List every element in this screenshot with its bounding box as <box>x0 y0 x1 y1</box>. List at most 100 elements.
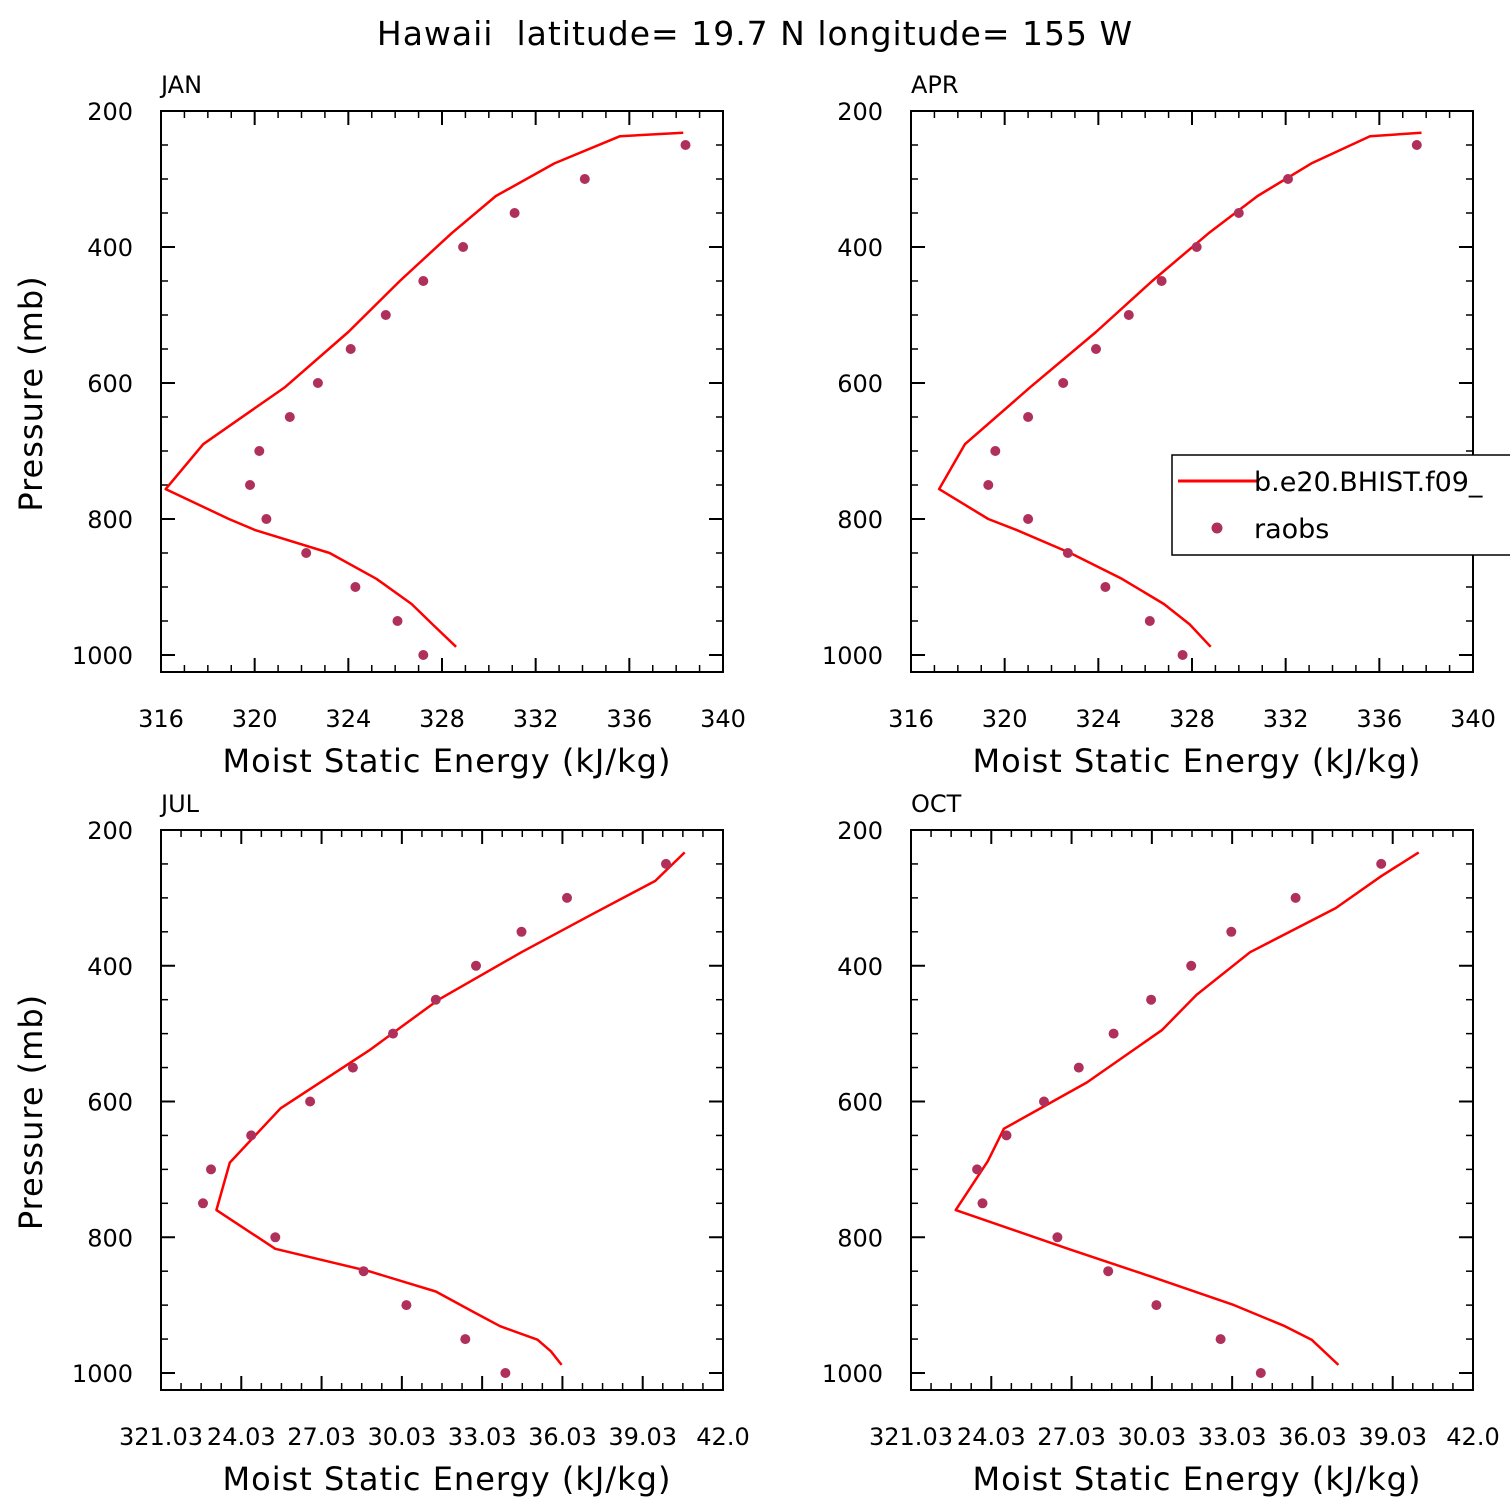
legend-box <box>1171 454 1510 556</box>
obs-point <box>347 1062 358 1073</box>
y-tick-label: 200 <box>87 98 133 126</box>
y-tick-label: 400 <box>87 234 133 262</box>
y-tick-label: 400 <box>837 953 883 981</box>
y-tick-label: 800 <box>837 506 883 534</box>
obs-point <box>418 276 429 286</box>
model-profile-line <box>215 851 686 1366</box>
obs-point <box>358 1266 369 1277</box>
obs-point <box>1052 1232 1063 1243</box>
legend-obs-label: raobs <box>1254 514 1329 545</box>
x-axis-label: Moist Static Energy (kJ/kg) <box>223 1460 672 1498</box>
obs-point <box>350 582 361 592</box>
obs-point <box>983 480 994 490</box>
y-tick-label: 1000 <box>72 1360 133 1388</box>
obs-point <box>380 310 391 320</box>
x-axis-label: Moist Static Energy (kJ/kg) <box>973 742 1422 780</box>
x-tick-label: 324 <box>1075 705 1121 733</box>
x-tick-label: 316 <box>138 705 184 733</box>
panel-title: JUL <box>159 790 200 818</box>
x-tick-label: 30.03 <box>1117 1423 1186 1451</box>
plot-frame <box>910 829 1474 1391</box>
obs-point <box>261 514 272 524</box>
y-tick-label: 800 <box>837 1224 883 1252</box>
obs-point <box>460 1334 471 1345</box>
obs-point <box>1411 140 1422 150</box>
panel-title: JAN <box>159 71 202 99</box>
figure-title: Hawaii latitude= 19.7 N longitude= 155 W <box>377 14 1133 53</box>
panel-title: OCT <box>911 790 962 818</box>
obs-point <box>1177 650 1188 660</box>
x-tick-label: 340 <box>1450 705 1496 733</box>
x-tick-label: 340 <box>700 705 746 733</box>
obs-point <box>206 1164 216 1175</box>
x-tick-label: 336 <box>1356 705 1402 733</box>
obs-point <box>1001 1130 1012 1141</box>
x-tick-label: 36.03 <box>528 1423 597 1451</box>
obs-point <box>198 1198 208 1209</box>
obs-point <box>977 1198 988 1209</box>
obs-point <box>1226 926 1237 937</box>
obs-point <box>579 174 590 184</box>
panel-oct: 321.03 24.03 27.03 30.03 33.03 36.03 39.03 42.0… <box>822 790 1500 1498</box>
y-tick-label: 600 <box>837 1089 883 1117</box>
obs-point <box>1023 514 1034 524</box>
x-tick-label: 321.03 <box>119 1423 203 1451</box>
obs-point <box>284 412 295 422</box>
obs-point <box>1151 1300 1162 1311</box>
legend-obs-marker <box>1211 522 1223 534</box>
legend-model-label: b.e20.BHIST.f09_ <box>1254 467 1483 498</box>
obs-point <box>509 208 520 218</box>
obs-point <box>1023 412 1034 422</box>
y-tick-label: 800 <box>87 1224 133 1252</box>
obs-point <box>1283 174 1293 184</box>
y-tick-label: 1000 <box>822 1360 883 1388</box>
panel-title: APR <box>911 71 959 99</box>
obs-point <box>1091 344 1101 354</box>
x-tick-label: 24.03 <box>957 1423 1026 1451</box>
obs-point <box>471 960 481 971</box>
obs-point <box>1062 548 1073 558</box>
obs-point <box>418 650 429 660</box>
x-axis-label: Moist Static Energy (kJ/kg) <box>973 1460 1422 1498</box>
y-tick-label: 800 <box>87 506 133 534</box>
obs-point <box>1144 616 1155 626</box>
obs-point <box>430 994 441 1005</box>
obs-point <box>1191 242 1202 252</box>
obs-point <box>516 926 527 937</box>
obs-point <box>392 616 403 626</box>
plot-frame <box>160 110 724 673</box>
obs-point <box>312 378 323 388</box>
y-tick-label: 600 <box>87 1089 133 1117</box>
obs-point <box>305 1096 316 1107</box>
obs-point <box>1215 1334 1226 1345</box>
obs-point <box>458 242 469 252</box>
x-tick-label: 33.03 <box>448 1423 517 1451</box>
obs-point <box>401 1300 412 1311</box>
x-tick-label: 36.03 <box>1278 1423 1347 1451</box>
y-tick-label: 400 <box>837 234 883 262</box>
x-tick-label: 33.03 <box>1198 1423 1267 1451</box>
obs-point <box>1255 1368 1266 1378</box>
x-tick-label: 332 <box>513 705 559 733</box>
obs-point <box>1058 378 1069 388</box>
panel-jul: 321.03 24.03 27.03 30.03 33.03 36.03 39.03 42.0… <box>12 790 750 1498</box>
obs-point <box>1233 208 1244 218</box>
x-tick-label: 328 <box>1169 705 1215 733</box>
panel-jan: 316 320 324 328 332 336 340 200 400 600 800 1000 JAN… <box>12 71 746 780</box>
y-tick-label: 200 <box>837 817 883 845</box>
legend: b.e20.BHIST.f09_ raobs <box>1171 454 1510 556</box>
obs-point <box>246 1130 257 1141</box>
y-tick-label: 200 <box>837 98 883 126</box>
x-tick-label: 30.03 <box>367 1423 436 1451</box>
y-axis-label: Pressure (mb) <box>12 275 50 511</box>
obs-point <box>388 1028 398 1039</box>
obs-point <box>345 344 356 354</box>
y-tick-label: 600 <box>87 370 133 398</box>
obs-point <box>680 140 691 150</box>
obs-point <box>1123 310 1134 320</box>
panel-apr: 316 320 324 328 332 336 340 200 400 600 800 1000 APR… <box>822 71 1496 780</box>
obs-point <box>270 1232 281 1243</box>
obs-point <box>661 858 671 869</box>
x-tick-label: 42.0 <box>696 1423 749 1451</box>
obs-point <box>1100 582 1111 592</box>
